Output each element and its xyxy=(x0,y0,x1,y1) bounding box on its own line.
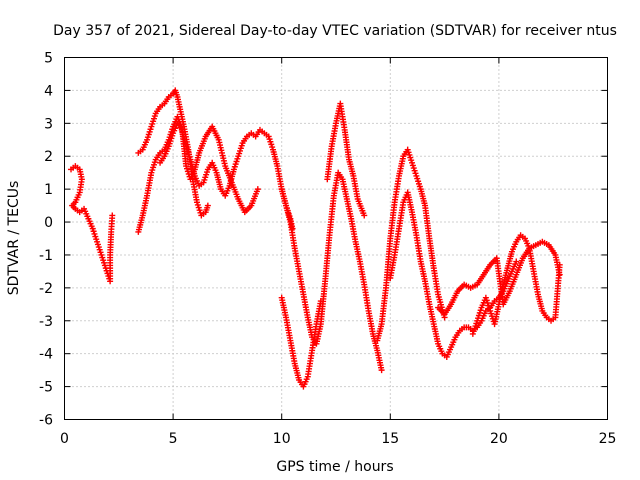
y-tick-label: 5 xyxy=(44,51,53,67)
series-arc-6 xyxy=(278,169,385,374)
series-arc-4 xyxy=(157,120,296,232)
series-arc-11 xyxy=(469,232,563,337)
y-tick-label: 4 xyxy=(44,83,53,99)
y-tick-label: 3 xyxy=(44,116,53,132)
y-tick-label: -6 xyxy=(39,413,53,429)
data-point xyxy=(378,367,385,374)
x-tick-label: 25 xyxy=(599,431,617,447)
data-point xyxy=(361,212,368,219)
y-tick-label: -5 xyxy=(39,380,53,396)
plot-frame xyxy=(64,57,608,420)
y-tick-label: -1 xyxy=(39,248,53,264)
data-point xyxy=(254,186,261,193)
x-tick-label: 20 xyxy=(490,431,508,447)
series-arc-7 xyxy=(324,100,368,219)
y-tick-label: -3 xyxy=(39,314,53,330)
data-point xyxy=(109,212,116,219)
y-tick-label: 1 xyxy=(44,182,53,198)
y-tick-label: -4 xyxy=(39,347,53,363)
y-tick-label: 0 xyxy=(44,215,53,231)
x-tick-label: 15 xyxy=(381,431,399,447)
axis-ticks: 0 5 10 15 20 25 -6 -5 -4 -3 -2 -1 0 1 2 3 4 5 xyxy=(39,51,616,448)
chart-title: Day 357 of 2021, Sidereal Day-to-day VTE… xyxy=(53,23,617,39)
x-tick-label: 10 xyxy=(273,431,291,447)
data-point xyxy=(556,261,563,268)
grid xyxy=(64,57,608,420)
series-arc-9 xyxy=(387,189,520,360)
data-point xyxy=(513,258,520,265)
y-axis-label: SDTVAR / TECUs xyxy=(6,181,22,296)
data-point xyxy=(204,202,211,209)
data-points xyxy=(68,87,563,390)
x-axis-label: GPS time / hours xyxy=(276,459,393,475)
y-tick-label: 2 xyxy=(44,149,53,165)
x-tick-label: 0 xyxy=(60,431,69,447)
series-arc-10 xyxy=(435,238,563,318)
series-arc-3 xyxy=(135,113,261,235)
series-arc-8 xyxy=(374,146,448,344)
series-arc-1 xyxy=(68,163,116,285)
y-tick-label: -2 xyxy=(39,281,53,297)
series-arc-5 xyxy=(278,294,324,390)
x-tick-label: 5 xyxy=(169,431,178,447)
